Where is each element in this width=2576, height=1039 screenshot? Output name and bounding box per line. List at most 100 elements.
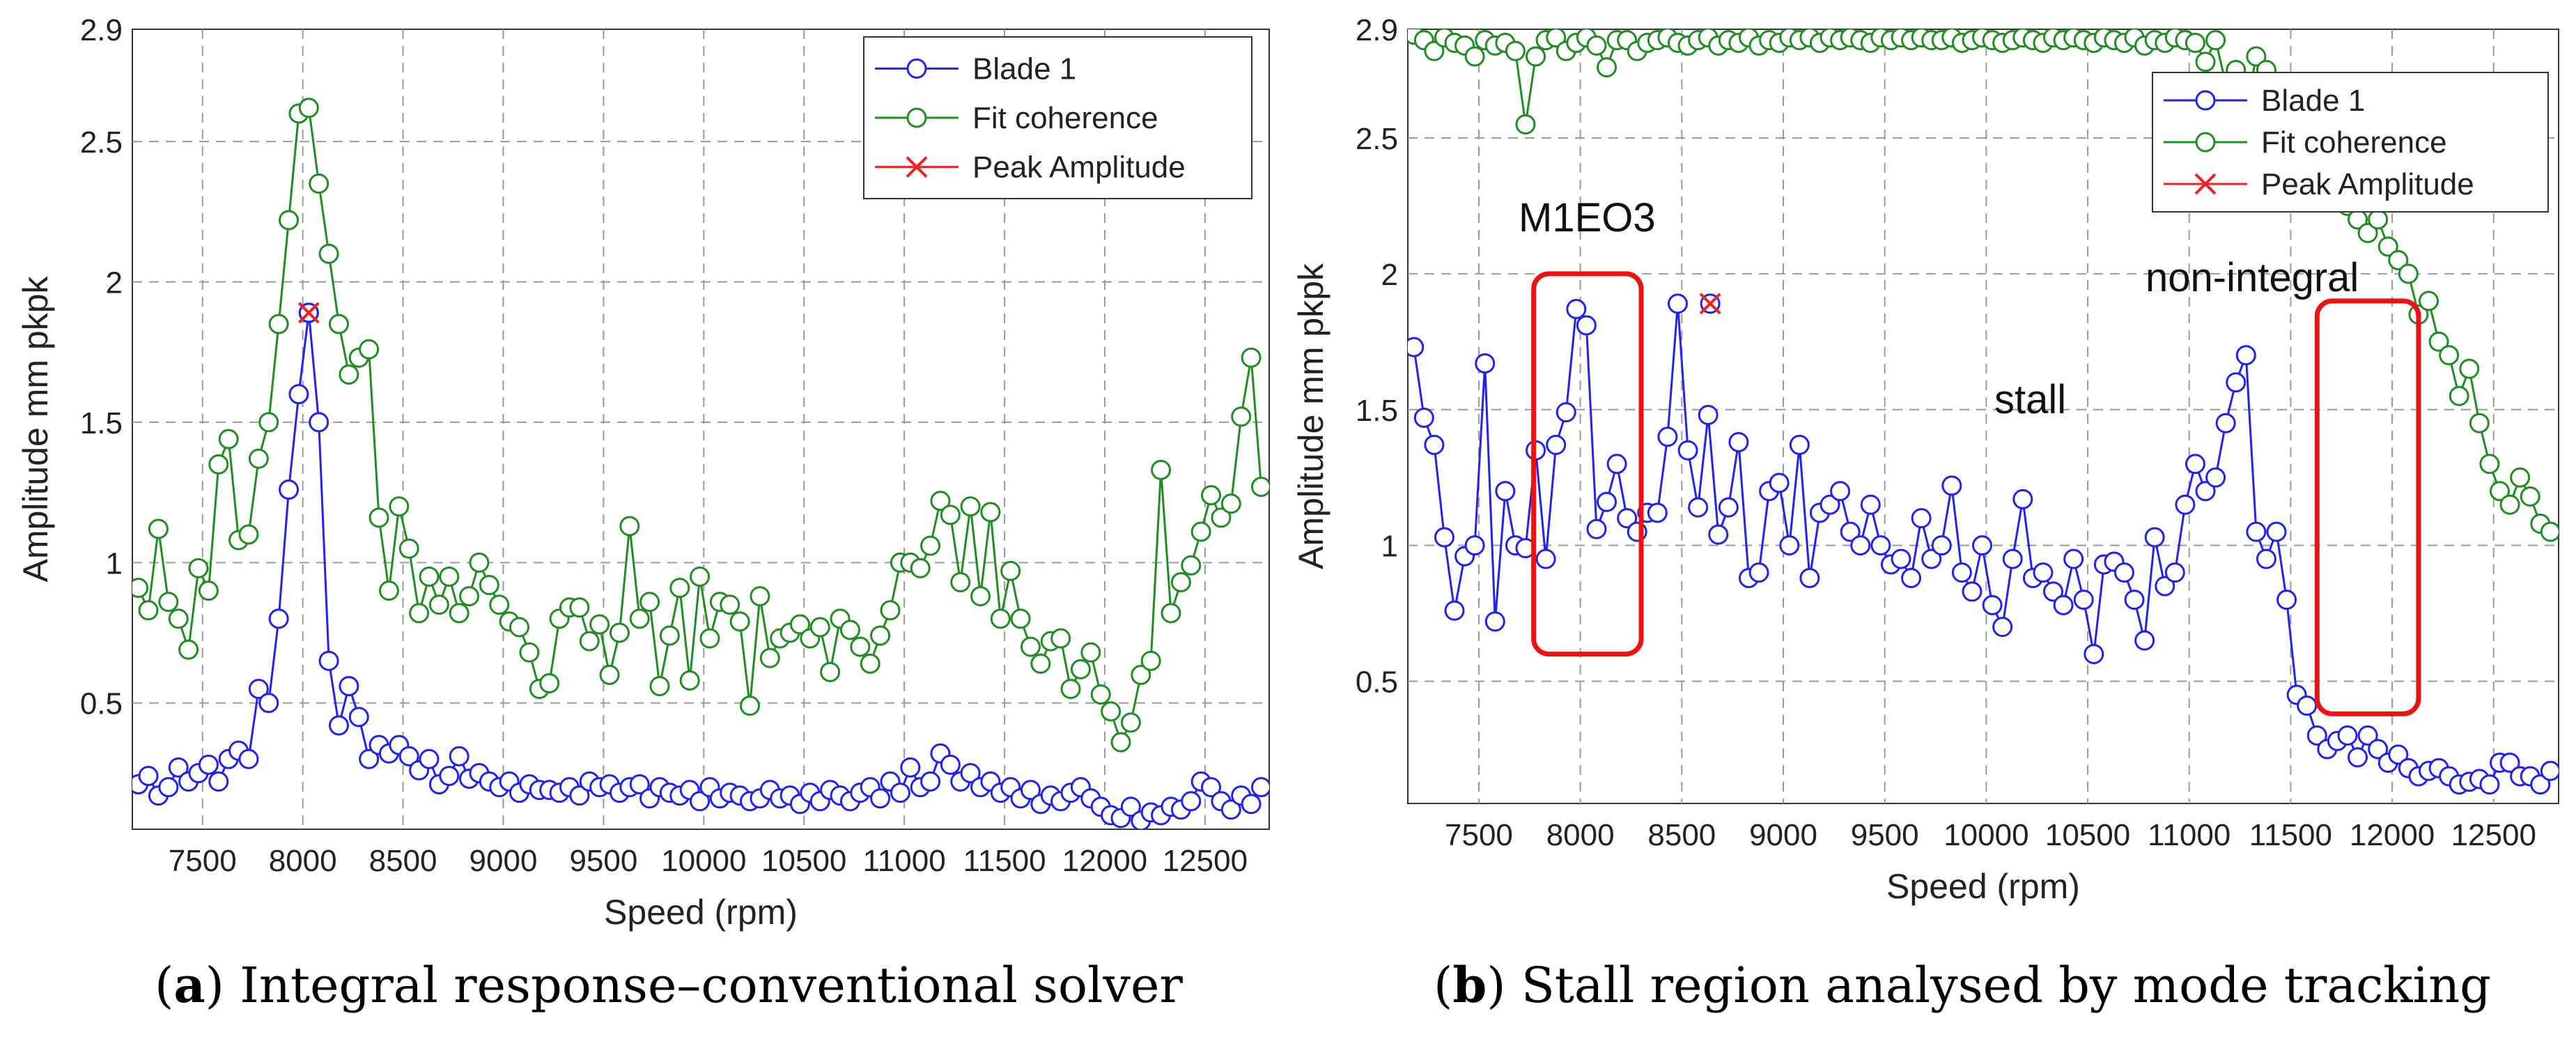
- blade-1-point: [1951, 562, 1972, 583]
- fit-coherence-point: [1241, 347, 1262, 368]
- blade-1-point: [960, 762, 981, 783]
- y-tick-label: 2: [106, 266, 123, 300]
- fit-coherence-point: [168, 608, 189, 629]
- fit-coherence-point: [469, 552, 490, 573]
- fit-coherence-point: [809, 617, 830, 638]
- fit-coherence-point: [850, 636, 871, 657]
- fit-coherence-point: [1000, 560, 1021, 581]
- fit-coherence-point: [2540, 521, 2559, 542]
- blade-1-point: [1931, 535, 1952, 556]
- blade-1-point: [1941, 475, 1962, 496]
- blade-1-point: [2246, 521, 2267, 542]
- blade-1-point: [1434, 527, 1454, 548]
- chart-a: 7500 8000 8500 9000 9500 10000 10500 11000 11500…: [16, 13, 1270, 932]
- x-tick-label: 11500: [2249, 818, 2332, 852]
- fit-coherence-point: [248, 448, 269, 469]
- legend-blade-1-label: Blade 1: [972, 52, 1076, 86]
- x-tick-label: 8500: [1647, 818, 1716, 852]
- highlight-non-integral-stall: [2314, 298, 2421, 716]
- blade-1-point: [2185, 454, 2205, 475]
- x-tick-label: 12500: [1163, 844, 1248, 878]
- x-tick-label: 10000: [661, 844, 746, 878]
- fit-coherence-point: [298, 98, 319, 118]
- fit-coherence-point: [950, 572, 971, 593]
- fit-coherence-point: [2388, 249, 2409, 270]
- fit-coherence-point: [1586, 35, 1607, 56]
- fit-coherence-point: [158, 592, 179, 613]
- fit-coherence-point: [419, 566, 440, 587]
- fit-coherence-point: [1050, 628, 1071, 649]
- fit-coherence-point: [1181, 555, 1202, 576]
- blade-1-point: [1597, 491, 1617, 512]
- fit-coherence-point: [609, 622, 630, 643]
- blade-1-point: [1250, 777, 1269, 798]
- fit-coherence-point: [509, 617, 530, 638]
- fit-coherence-point: [679, 670, 700, 691]
- fit-coherence-point: [339, 364, 359, 385]
- caption-b-label: b: [1452, 956, 1487, 1014]
- fit-coherence-point: [740, 695, 761, 716]
- blade-1-point: [1020, 780, 1041, 801]
- blade-1-point: [2124, 590, 2145, 610]
- fit-coherence-point: [238, 524, 259, 545]
- blade-1-point: [2226, 372, 2247, 393]
- blade-1-point: [1241, 794, 1262, 815]
- blade-1-point: [1475, 353, 1496, 374]
- blade-1-point: [1688, 497, 1709, 518]
- peak-amplitude-marker: [1699, 293, 1721, 315]
- blade-1-point: [1698, 405, 1718, 426]
- blade-1-point: [1769, 472, 1790, 493]
- caption-a: (a) Integral response–conventional solve…: [155, 956, 1183, 1014]
- fit-coherence-point: [218, 429, 239, 449]
- blade-1-point: [2306, 725, 2327, 746]
- fit-coherence-point: [1220, 493, 1241, 514]
- annotation-non-integral: non-integral: [2146, 255, 2359, 300]
- fit-coherence-point: [599, 664, 620, 685]
- caption-a-label: a: [173, 956, 205, 1014]
- fit-coherence-point: [2469, 413, 2490, 433]
- fit-coherence-point: [720, 594, 740, 615]
- blade-1-point: [1870, 535, 1891, 556]
- fit-coherence-point: [2185, 32, 2205, 53]
- fit-coherence-point: [649, 676, 670, 697]
- fit-coherence-point: [690, 566, 711, 587]
- blade-1-point: [348, 707, 369, 728]
- y-tick-label: 1: [1381, 530, 1398, 564]
- blade-1-point: [2215, 413, 2236, 433]
- legend-peak-amplitude-label: Peak Amplitude: [972, 151, 1186, 185]
- fit-coherence-point: [789, 614, 810, 635]
- y-tick-label: 2.5: [80, 125, 123, 160]
- blade-1-point: [2073, 590, 2094, 610]
- fit-coherence-point: [1250, 477, 1269, 498]
- blade-1-point: [2043, 581, 2064, 602]
- blade-1-point: [2164, 562, 2185, 583]
- blade-1-point: [1647, 502, 1668, 523]
- blade-1-point: [288, 384, 309, 405]
- fit-coherence-point: [880, 600, 901, 621]
- legend-blade-1-label: Blade 1: [2261, 84, 2365, 118]
- fit-coherence-point: [1190, 521, 1211, 542]
- highlight-m1eo3: [1531, 271, 1644, 657]
- blade-1-point: [2479, 774, 2500, 795]
- blade-1-point: [2205, 467, 2226, 488]
- fit-coherence-point: [1101, 701, 1122, 722]
- fit-coherence-point: [459, 586, 480, 607]
- blade-1-point: [1728, 432, 1749, 453]
- fit-coherence-point: [1010, 608, 1031, 629]
- blade-1-point: [1779, 535, 1800, 556]
- fit-coherence-point: [1231, 406, 1252, 427]
- fit-coherence-point: [1151, 459, 1172, 480]
- y-tick-label: 2: [1381, 258, 1398, 292]
- blade-1-point: [1546, 434, 1567, 455]
- fit-coherence-point: [489, 594, 510, 615]
- blade-1-point: [359, 748, 380, 769]
- blade-1-point: [268, 608, 289, 629]
- y-tick-label: 1.5: [1356, 394, 1398, 428]
- fit-coherence-point: [1020, 636, 1041, 657]
- blade-1-point: [1972, 535, 1993, 556]
- peak-amplitude-circle: [1700, 293, 1721, 314]
- blade-1-point: [2388, 744, 2409, 765]
- blade-1-point: [2266, 521, 2287, 542]
- fit-coherence-point: [669, 578, 690, 599]
- blade-1-point: [920, 771, 941, 792]
